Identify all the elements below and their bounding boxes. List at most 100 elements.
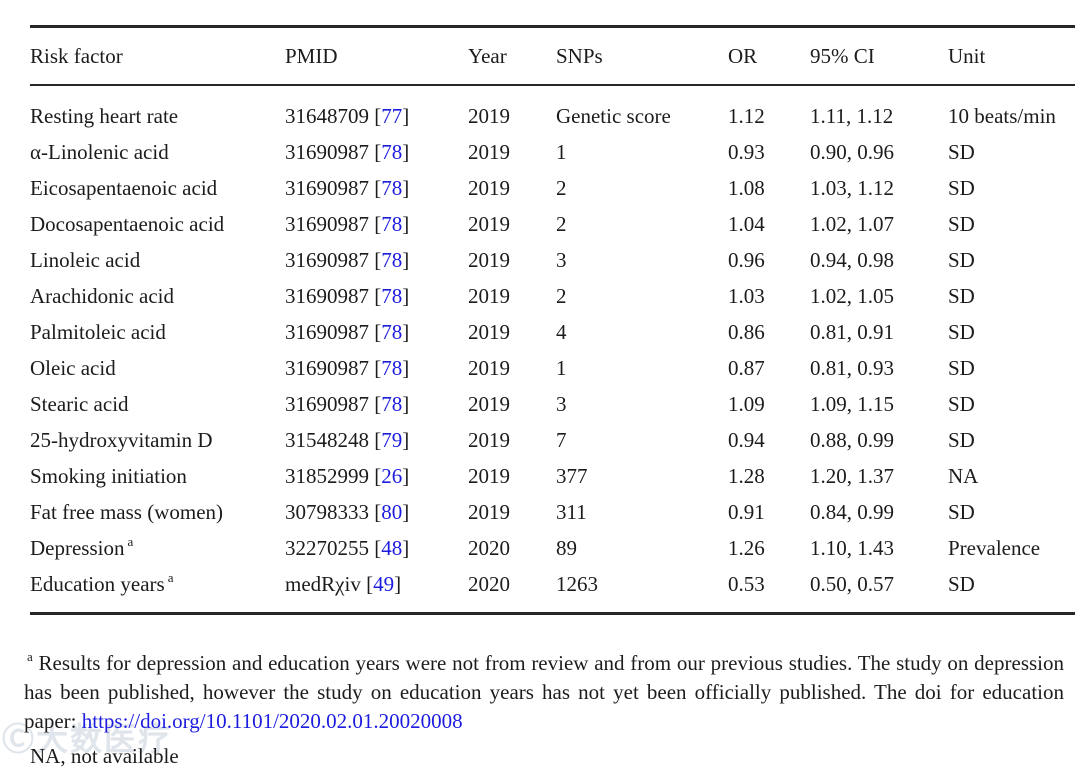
cell-pmid: 32270255 [48] (285, 536, 410, 560)
reference-link[interactable]: 78 (381, 176, 403, 200)
column-header-year: Year (468, 25, 556, 86)
cell-95ci: 1.09, 1.15 (810, 392, 894, 416)
cell-pmid: 31548248 [79] (285, 428, 410, 452)
reference-link[interactable]: 78 (381, 212, 403, 236)
cell-pmid: 31690987 [78] (285, 392, 410, 416)
cell-risk-factor: Docosapentaenoic acid (30, 212, 225, 236)
table-header: Risk factor PMID Year SNPs OR 95% CI Unit (30, 25, 1075, 86)
reference-link[interactable]: 26 (381, 464, 403, 488)
table-row: Eicosapentaenoic acid 31690987 [78] 2019 2 1… (30, 170, 1075, 206)
cell-snps: 3 (556, 392, 567, 416)
cell-unit: SD (948, 212, 975, 236)
cell-unit: SD (948, 428, 975, 452)
cell-pmid: 31648709 [77] (285, 104, 410, 128)
cell-risk-factor: Stearic acid (30, 392, 129, 416)
table-row: Palmitoleic acid 31690987 [78] 2019 4 0.86 0.… (30, 314, 1075, 350)
footnote-marker: a (167, 570, 174, 585)
cell-or: 0.93 (728, 140, 765, 164)
column-header-pmid: PMID (285, 25, 468, 86)
reference-link[interactable]: 48 (381, 536, 403, 560)
cell-snps: 2 (556, 212, 567, 236)
cell-risk-factor: Resting heart rate (30, 104, 179, 128)
reference-link[interactable]: 79 (381, 428, 403, 452)
cell-pmid: 31852999 [26] (285, 464, 410, 488)
column-header-snps: SNPs (556, 25, 728, 86)
cell-risk-factor: α-Linolenic acid (30, 140, 169, 164)
cell-or: 1.28 (728, 464, 765, 488)
reference-link[interactable]: 78 (381, 284, 403, 308)
cell-pmid: 31690987 [78] (285, 248, 410, 272)
cell-pmid: 31690987 [78] (285, 320, 410, 344)
cell-snps: Genetic score (556, 104, 671, 128)
cell-unit: SD (948, 176, 975, 200)
cell-risk-factor: Eicosapentaenoic acid (30, 176, 218, 200)
cell-pmid: 31690987 [78] (285, 356, 410, 380)
reference-link[interactable]: 78 (381, 248, 403, 272)
cell-or: 0.94 (728, 428, 765, 452)
doi-link[interactable]: https://doi.org/10.1101/2020.02.01.20020… (81, 709, 463, 733)
table-body: Resting heart rate 31648709 [77] 2019 Genet… (30, 85, 1075, 614)
cell-snps: 2 (556, 176, 567, 200)
cell-year: 2019 (468, 212, 510, 236)
cell-snps: 1 (556, 140, 567, 164)
table-row: Education years a medRχiv [49] 2020 1263 0.53… (30, 566, 1075, 614)
cell-95ci: 0.90, 0.96 (810, 140, 894, 164)
reference-link[interactable]: 80 (381, 500, 403, 524)
cell-95ci: 0.81, 0.91 (810, 320, 894, 344)
cell-unit: NA (948, 464, 979, 488)
cell-risk-factor: Smoking initiation (30, 464, 187, 488)
table-row: Arachidonic acid 31690987 [78] 2019 2 1.03 1.… (30, 278, 1075, 314)
cell-snps: 7 (556, 428, 567, 452)
cell-95ci: 1.02, 1.07 (810, 212, 894, 236)
cell-unit: 10 beats/min (948, 104, 1056, 128)
cell-unit: SD (948, 248, 975, 272)
cell-year: 2019 (468, 140, 510, 164)
cell-year: 2019 (468, 284, 510, 308)
table-row: Smoking initiation 31852999 [26] 2019 377 1.… (30, 458, 1075, 494)
reference-link[interactable]: 78 (381, 140, 403, 164)
cell-year: 2019 (468, 428, 510, 452)
cell-95ci: 1.02, 1.05 (810, 284, 894, 308)
footnote-marker: a (127, 534, 134, 549)
table-row: Resting heart rate 31648709 [77] 2019 Genet… (30, 85, 1075, 134)
cell-risk-factor: Education years a (30, 570, 174, 596)
cell-snps: 89 (556, 536, 577, 560)
reference-link[interactable]: 49 (373, 572, 395, 596)
cell-snps: 311 (556, 500, 587, 524)
cell-risk-factor: Arachidonic acid (30, 284, 175, 308)
reference-link[interactable]: 77 (381, 104, 403, 128)
risk-factor-table: Risk factor PMID Year SNPs OR 95% CI Unit Rest… (30, 25, 1075, 615)
cell-pmid: 31690987 [78] (285, 284, 410, 308)
cell-95ci: 0.94, 0.98 (810, 248, 894, 272)
cell-or: 1.04 (728, 212, 765, 236)
table-row: Docosapentaenoic acid 31690987 [78] 2019 2 1… (30, 206, 1075, 242)
cell-95ci: 0.84, 0.99 (810, 500, 894, 524)
cell-unit: Prevalence (948, 536, 1041, 560)
cell-95ci: 1.20, 1.37 (810, 464, 894, 488)
cell-snps: 1263 (556, 572, 598, 596)
table-row: 25-hydroxyvitamin D 31548248 [79] 2019 7 0.9… (30, 422, 1075, 458)
table-row: Depression a 32270255 [48] 2020 89 1.26 1.10, … (30, 530, 1075, 566)
cell-or: 1.26 (728, 536, 765, 560)
cell-pmid: 31690987 [78] (285, 212, 410, 236)
cell-pmid: 30798333 [80] (285, 500, 410, 524)
reference-link[interactable]: 78 (381, 356, 403, 380)
cell-95ci: 1.11, 1.12 (810, 104, 894, 128)
cell-snps: 3 (556, 248, 567, 272)
table-row: Stearic acid 31690987 [78] 2019 3 1.09 1.09, … (30, 386, 1075, 422)
cell-snps: 377 (556, 464, 588, 488)
cell-year: 2019 (468, 392, 510, 416)
table-header-row: Risk factor PMID Year SNPs OR 95% CI Unit (30, 25, 1075, 86)
cell-or: 0.87 (728, 356, 765, 380)
cell-snps: 2 (556, 284, 567, 308)
cell-year: 2019 (468, 104, 510, 128)
cell-or: 0.96 (728, 248, 765, 272)
reference-link[interactable]: 78 (381, 320, 403, 344)
cell-year: 2020 (468, 572, 510, 596)
cell-year: 2019 (468, 176, 510, 200)
reference-link[interactable]: 78 (381, 392, 403, 416)
cell-unit: SD (948, 392, 975, 416)
cell-or: 0.91 (728, 500, 765, 524)
cell-year: 2019 (468, 464, 510, 488)
footnote-text: a Results for depression and education y… (24, 649, 1064, 736)
